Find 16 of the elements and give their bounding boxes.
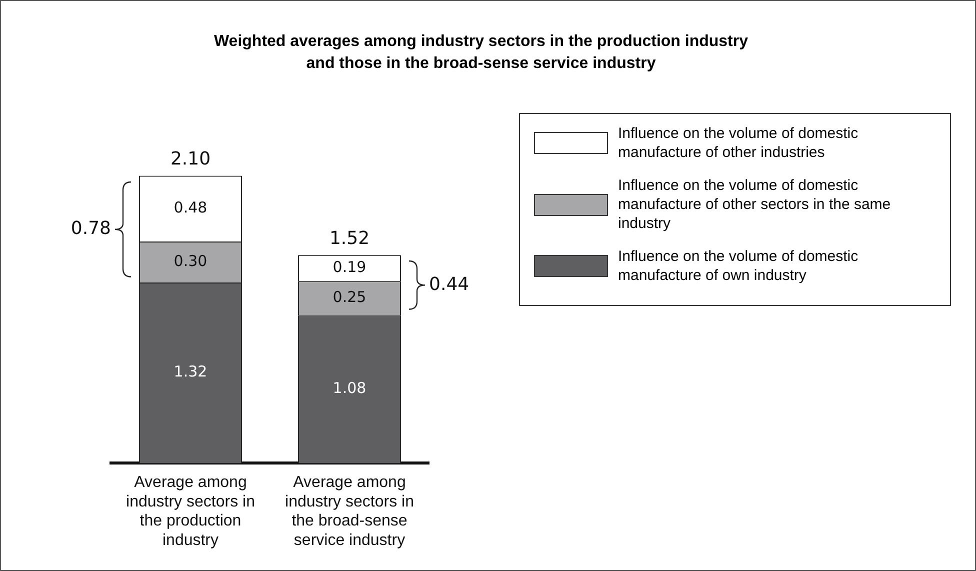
data-label: 0.25 [332,288,366,306]
text: Weighted averages among industry sectors in the production industry and those in the broad-sense service industry [212,32,749,74]
data-label: 0.19 [332,258,366,276]
legend-label: Influence on the volume of domestic manufacture of own industry [618,247,860,285]
annotation: 0.78 [70,218,111,239]
total-label: 2.10 [170,148,211,170]
x-tick-label: Average among industry sectors in the production industry [126,474,255,549]
data-label: 1.08 [332,379,366,398]
data-label: 1.32 [174,362,208,381]
legend-label: Influence on the volume of domestic manufacture of other sectors in the same industry [618,176,892,233]
x-tick-label: Average among industry sectors in the broad-sense service industry [285,474,414,549]
data-label: 0.48 [174,198,208,216]
data-label: 0.30 [174,252,208,270]
annotation: 0.44 [429,274,470,295]
text: Influence on the volume of domestic manufacture of other industries [618,124,860,162]
total-label: 1.52 [329,228,370,249]
